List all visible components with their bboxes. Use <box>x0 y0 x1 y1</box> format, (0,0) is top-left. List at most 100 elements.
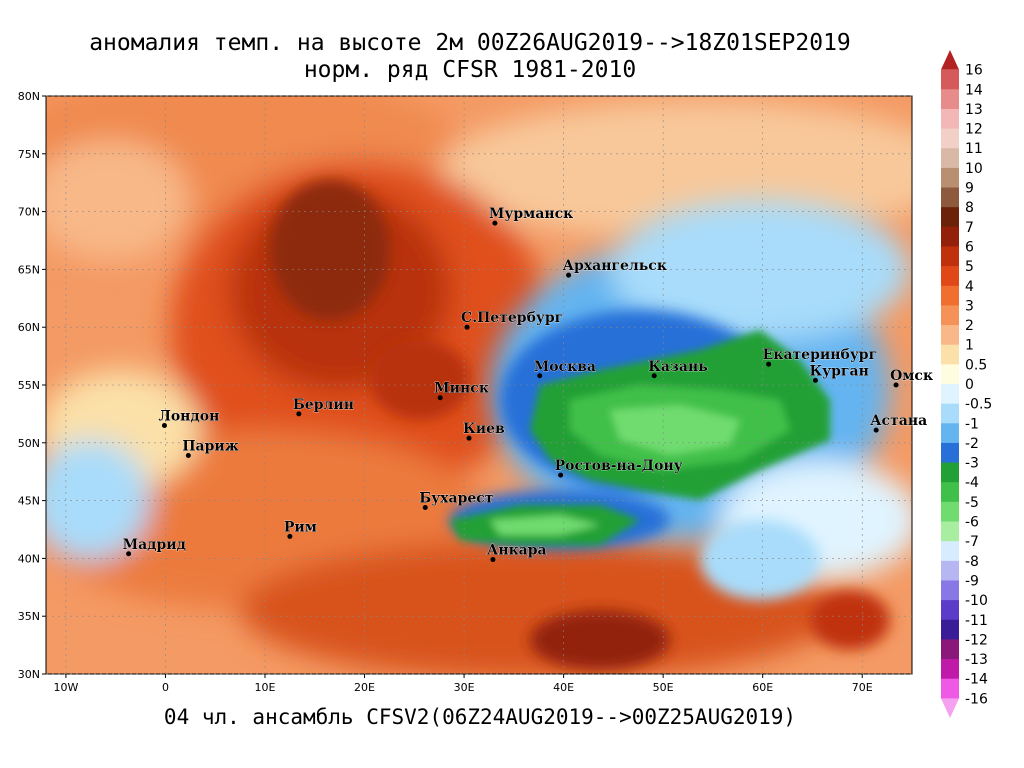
city-label: Минск <box>434 381 489 397</box>
city-dot <box>812 377 818 383</box>
city-label: Казань <box>648 359 708 375</box>
city-label: Ростов-на-Дону <box>555 458 683 474</box>
colorbar-label: -3 <box>965 456 979 472</box>
colorbar-swatch <box>941 501 959 523</box>
colorbar-swatch <box>941 384 959 405</box>
city-label: Рим <box>284 519 317 535</box>
colorbar-label: -2 <box>965 436 979 452</box>
city-label: Архангельск <box>563 258 667 274</box>
colorbar-swatch <box>941 305 959 326</box>
city-label: Париж <box>182 439 239 455</box>
colorbar-label: -8 <box>965 554 979 570</box>
colorbar-label: 12 <box>965 122 983 138</box>
colorbar-label: -12 <box>965 632 988 648</box>
lat-tick-label: 55N <box>18 379 40 392</box>
lon-tick-label: 70E <box>852 681 873 694</box>
colorbar-swatch <box>941 442 959 464</box>
lon-tick-label: 10E <box>255 681 276 694</box>
colorbar-label: 3 <box>965 298 974 314</box>
city-markers: Мурманск Архангельск С.Петербург Москва Каза… <box>122 206 933 563</box>
lat-tick-label: 65N <box>18 263 40 276</box>
city-dot <box>287 533 293 539</box>
colorbar-swatch <box>941 403 959 424</box>
city-label: Курган <box>809 363 868 379</box>
city-label: Астана <box>870 413 927 429</box>
lon-tick-label: 0 <box>162 681 169 694</box>
colorbar-swatch <box>941 148 959 169</box>
graticule <box>42 95 912 678</box>
colorbar-label: -5 <box>965 495 979 511</box>
city-dot <box>126 551 132 557</box>
city-label: Мурманск <box>489 206 573 222</box>
colorbar-label: 7 <box>965 220 974 236</box>
city-label: Анкара <box>487 543 547 559</box>
colorbar-swatch <box>941 698 959 718</box>
colorbar-swatch <box>941 619 959 640</box>
colorbar-swatch <box>941 108 959 130</box>
colorbar-label: -9 <box>965 573 979 589</box>
colorbar-label: 4 <box>965 279 974 295</box>
city-label: Бухарест <box>419 491 494 507</box>
city-dot <box>464 324 470 330</box>
city-dot <box>566 272 572 278</box>
colorbar-swatch <box>941 89 959 110</box>
colorbar-label: 0.5 <box>965 357 987 373</box>
colorbar-swatch <box>941 325 959 346</box>
colorbar-swatch <box>941 600 959 621</box>
lat-tick-label: 40N <box>18 552 40 565</box>
city-dot <box>893 382 899 388</box>
city-label: Омск <box>890 368 933 384</box>
colorbar-swatch <box>941 462 959 483</box>
lon-tick-label: 40E <box>553 681 574 694</box>
colorbar-label: 8 <box>965 200 974 216</box>
colorbar-label: -4 <box>965 475 979 491</box>
ensemble-footer: 04 чл. ансамбль CFSV2(06Z24AUG2019-->00Z… <box>163 705 797 729</box>
colorbar-label: -0.5 <box>965 397 992 413</box>
lon-tick-label: 30E <box>454 681 475 694</box>
colorbar-swatch <box>941 364 959 385</box>
city-dot <box>873 427 879 433</box>
lat-tick-label: 70N <box>18 206 40 219</box>
city-label: Лондон <box>158 408 219 424</box>
city-label: Екатеринбург <box>763 347 878 363</box>
map-title-line1: аномалия темп. на высоте 2м 00Z26AUG2019… <box>89 30 851 56</box>
map-title-line2: норм. ряд CFSR 1981-2010 <box>303 57 637 83</box>
lon-tick-label: 20E <box>354 681 375 694</box>
city-dot <box>766 361 772 367</box>
colorbar-label: -1 <box>965 416 979 432</box>
city-label: С.Петербург <box>461 310 563 326</box>
colorbar-label: 10 <box>965 161 983 177</box>
city-dot <box>537 373 543 379</box>
lat-tick-label: 30N <box>18 668 40 681</box>
colorbar-swatch <box>941 560 959 581</box>
colorbar-swatch <box>941 285 959 306</box>
city-label: Берлин <box>293 397 354 413</box>
colorbar-swatch <box>941 659 959 680</box>
lat-tick-label: 75N <box>18 148 40 161</box>
colorbar-swatch <box>941 167 959 189</box>
city-dot <box>296 411 302 417</box>
colorbar-swatch <box>941 344 959 365</box>
colorbar-label: 2 <box>965 318 974 334</box>
colorbar-swatch <box>941 266 959 287</box>
colorbar-label: -16 <box>965 691 988 707</box>
colorbar: 16 14 13 12 11 10 9 8 7 6 5 4 3 2 1 0.5 0 -0.5 -1 -2 -3 -4 -5 -… <box>941 50 992 718</box>
city-dot <box>185 453 191 459</box>
colorbar-label: -10 <box>965 593 988 609</box>
lat-tick-label: 60N <box>18 321 40 334</box>
colorbar-swatch <box>941 580 959 601</box>
colorbar-label: 9 <box>965 181 974 197</box>
colorbar-label: -6 <box>965 515 979 531</box>
colorbar-swatch <box>941 207 959 228</box>
lon-tick-label: 60E <box>752 681 773 694</box>
colorbar-label: -11 <box>965 613 988 629</box>
colorbar-swatch <box>941 50 959 70</box>
latitude-labels: 80N 75N 70N 65N 60N 55N 50N 45N 40N 35N 30N <box>18 90 40 681</box>
city-label: Киев <box>463 421 505 437</box>
colorbar-label: 1 <box>965 338 974 354</box>
city-dot <box>651 373 657 379</box>
colorbar-swatch <box>941 482 959 503</box>
lat-tick-label: 45N <box>18 495 40 508</box>
city-dot <box>422 505 428 511</box>
lon-tick-label: 10W <box>53 681 78 694</box>
